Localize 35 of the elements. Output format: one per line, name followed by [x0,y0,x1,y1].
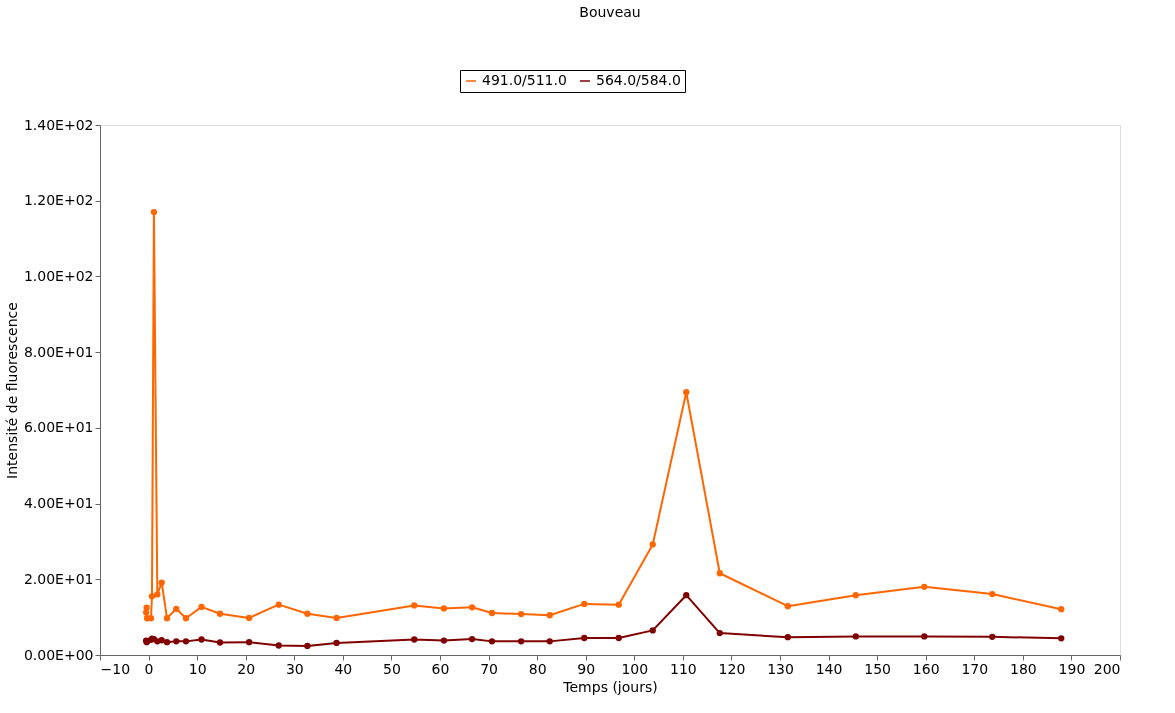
x-tick-label: 70 [480,660,498,677]
y-tick-label: 1.40E+02 [23,116,94,133]
x-tick-label: 170 [961,660,989,677]
y-tick-label: 1.20E+02 [23,192,94,209]
x-tick-label: 150 [864,660,892,677]
x-tick-label: 10 [188,660,207,677]
x-tick-label: 40 [334,660,353,677]
x-tick-label: 180 [1009,660,1037,677]
y-tick-label: 2.00E+01 [23,570,94,587]
x-tick-label: 140 [815,660,843,677]
x-tick-label: 120 [718,660,746,677]
x-tick-label: 130 [767,660,794,677]
x-tick-label: 60 [431,660,450,677]
y-axis-title: Intensité de fluorescence [3,302,20,479]
x-tick-label: 110 [669,660,697,677]
x-tick-label: 190 [1058,660,1086,677]
y-tick-label: 1.00E+02 [23,267,94,284]
x-tick-label: 80 [528,660,547,677]
y-tick-label: 8.00E+01 [23,343,94,360]
x-tick-label: 20 [237,660,256,677]
x-tick-label: 0 [144,660,154,677]
y-tick-label: 4.00E+01 [23,495,94,512]
x-tick-label: 100 [621,660,649,677]
x-tick-label: 50 [383,660,401,677]
legend-label: 491.0/511.0 [482,72,567,88]
x-axis-title: Temps (jours) [562,678,658,695]
x-tick-label: 200 [1093,660,1121,677]
x-tick-label: 30 [285,660,304,677]
y-tick-label: 0.00E+00 [23,646,94,663]
legend-label: 564.0/584.0 [596,72,681,88]
y-tick-label: 6.00E+01 [23,419,94,436]
x-tick-label: −10 [100,660,131,677]
x-tick-label: 160 [912,660,940,677]
x-tick-label: 90 [577,660,596,677]
chart-title: Bouveau [579,3,641,20]
